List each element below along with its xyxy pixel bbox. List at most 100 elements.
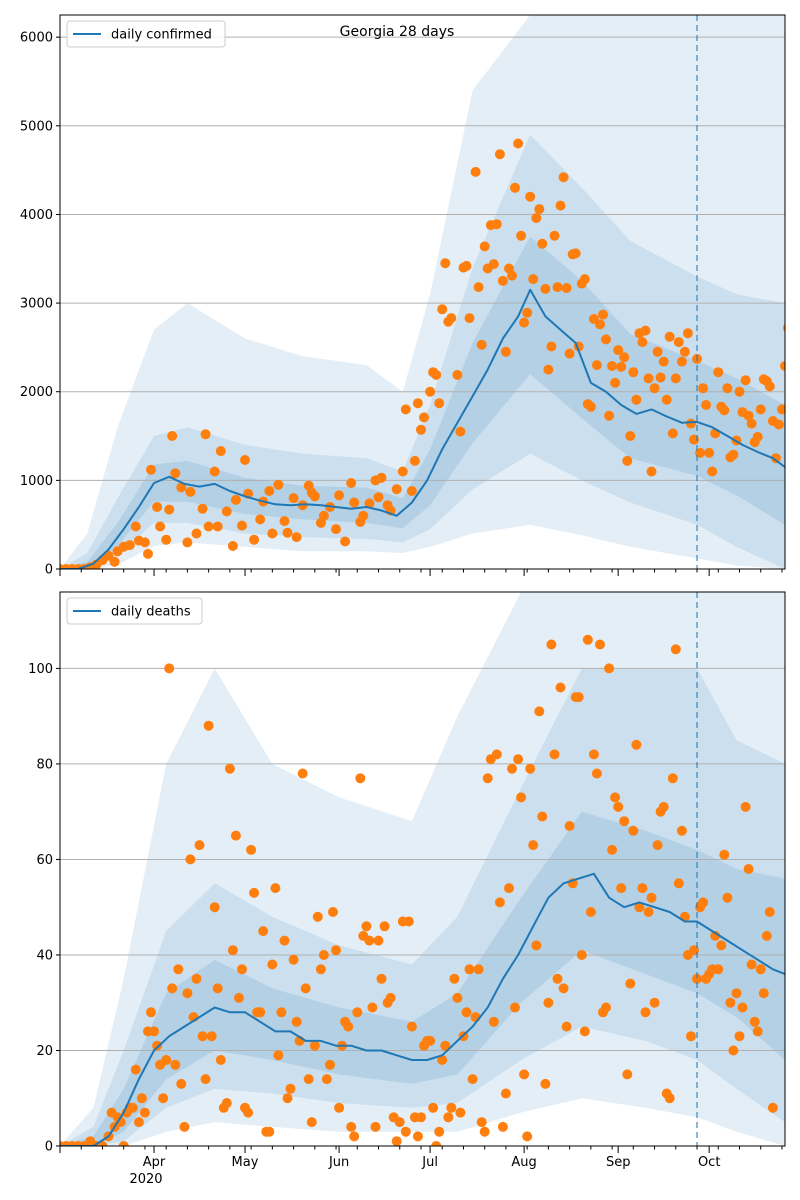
- confirmed-observed-point: [640, 325, 651, 336]
- confirmed-observed-point: [191, 528, 202, 539]
- confirmed-observed-point: [540, 283, 551, 294]
- confirmed-observed-points: [60, 138, 785, 569]
- deaths-observed-point: [303, 1074, 314, 1085]
- confirmed-observed-point: [616, 361, 627, 372]
- deaths-observed-point: [686, 1031, 696, 1042]
- confirmed-observed-point: [376, 472, 387, 483]
- confirmed-observed-point: [124, 540, 135, 551]
- deaths-observed-point: [728, 1045, 739, 1056]
- deaths-observed-point: [461, 1007, 472, 1018]
- deaths-observed-point: [255, 1007, 266, 1018]
- deaths-observed-point: [667, 773, 678, 784]
- deaths-observed-point: [464, 964, 475, 975]
- deaths-observed-point: [564, 821, 575, 831]
- deaths-observed-point: [743, 864, 754, 874]
- confirmed-observed-point: [349, 497, 360, 508]
- confirmed-observed-point: [607, 361, 618, 371]
- deaths-observed-point: [622, 1069, 633, 1080]
- deaths-observed-point: [221, 1098, 232, 1108]
- confirmed-gridlines: [60, 36, 785, 481]
- confirmed-observed-point: [416, 424, 426, 435]
- deaths-observed-point: [300, 983, 311, 994]
- deaths-observed-point: [437, 1055, 448, 1065]
- confirmed-observed-point: [558, 172, 569, 183]
- deaths-observed-point: [118, 1141, 129, 1146]
- confirmed-observed-point: [155, 521, 166, 532]
- confirmed-observed-point: [419, 412, 429, 423]
- deaths-observed-point: [206, 1031, 217, 1042]
- deaths-observed-point: [200, 1074, 211, 1085]
- deaths-observed-point: [613, 801, 624, 812]
- deaths-observed-point: [755, 964, 766, 975]
- month-label: Apr: [143, 1155, 166, 1170]
- deaths-observed-point: [282, 1093, 293, 1104]
- deaths-observed-point: [258, 926, 269, 937]
- confirmed-observed-point: [109, 556, 120, 567]
- confirmed-observed-point: [318, 510, 329, 521]
- confirmed-observed-point: [686, 418, 696, 429]
- confirmed-observed-point: [643, 373, 654, 384]
- deaths-observed-point: [670, 644, 681, 655]
- deaths-observed-point: [276, 1007, 287, 1018]
- confirmed-observed-point: [667, 428, 678, 439]
- deaths-observed-point: [185, 854, 196, 865]
- deaths-observed-point: [230, 830, 241, 841]
- confirmed-observed-point: [646, 466, 657, 477]
- deaths-y-tick-label: 20: [36, 1044, 53, 1059]
- confirmed-chart: 0 1000 2000 3000 4000 5000 6000 daily confirme…: [20, 14, 786, 578]
- deaths-observed-point: [355, 773, 366, 784]
- confirmed-observed-point: [152, 502, 163, 512]
- confirmed-observed-point: [722, 383, 733, 394]
- deaths-observed-point: [412, 1131, 423, 1142]
- deaths-observed-point: [352, 1007, 363, 1018]
- deaths-observed-point: [425, 1035, 436, 1046]
- confirmed-legend-label: daily confirmed: [111, 28, 212, 43]
- confirmed-observed-point: [670, 373, 681, 384]
- deaths-observed-point: [270, 883, 281, 894]
- deaths-observed-point: [209, 902, 220, 913]
- deaths-observed-point: [746, 959, 757, 970]
- deaths-observed-point: [625, 978, 636, 989]
- deaths-observed-point: [176, 1078, 187, 1089]
- deaths-observed-point: [619, 816, 630, 827]
- confirmed-observed-point: [491, 219, 502, 230]
- confirmed-observed-point: [267, 528, 278, 539]
- confirmed-observed-point: [543, 364, 554, 375]
- confirmed-observed-point: [249, 534, 260, 545]
- deaths-observed-point: [264, 1126, 275, 1137]
- deaths-observed-point: [173, 964, 184, 975]
- deaths-observed-point: [194, 840, 205, 851]
- deaths-observed-point: [346, 1121, 357, 1132]
- deaths-observed-point: [391, 1136, 402, 1146]
- confirmed-observed-point: [461, 260, 472, 271]
- confirmed-observed-point: [622, 455, 633, 466]
- deaths-observed-point: [616, 883, 627, 894]
- deaths-observed-point: [288, 954, 299, 965]
- deaths-observed-point: [761, 930, 772, 941]
- deaths-observed-point: [146, 1007, 156, 1018]
- confirmed-y-tick-label: 2000: [20, 385, 53, 400]
- confirmed-observed-point: [522, 307, 533, 318]
- deaths-observed-point: [604, 663, 615, 674]
- deaths-observed-point: [534, 706, 545, 717]
- confirmed-observed-point: [631, 394, 642, 405]
- deaths-y-tick-label: 80: [36, 757, 53, 772]
- deaths-observed-point: [285, 1083, 296, 1094]
- deaths-band-80: [60, 668, 785, 1146]
- deaths-observed-point: [488, 1016, 499, 1027]
- month-label: Jul: [421, 1155, 438, 1170]
- deaths-observed-point: [434, 1126, 445, 1137]
- deaths-observed-point: [734, 1031, 745, 1042]
- deaths-observed-point: [516, 792, 527, 803]
- confirmed-observed-point: [701, 400, 712, 410]
- month-labels: Apr May Jun Jul Aug Sep Oct: [143, 1155, 721, 1170]
- confirmed-observed-point: [676, 356, 687, 367]
- confirmed-observed-point: [494, 149, 505, 160]
- confirmed-observed-point: [200, 429, 211, 440]
- confirmed-observed-point: [552, 282, 563, 293]
- deaths-observed-point: [767, 1102, 778, 1113]
- deaths-observed-point: [595, 639, 605, 650]
- confirmed-observed-point: [221, 506, 232, 517]
- confirmed-observed-point: [719, 405, 730, 416]
- deaths-observed-point: [376, 973, 387, 984]
